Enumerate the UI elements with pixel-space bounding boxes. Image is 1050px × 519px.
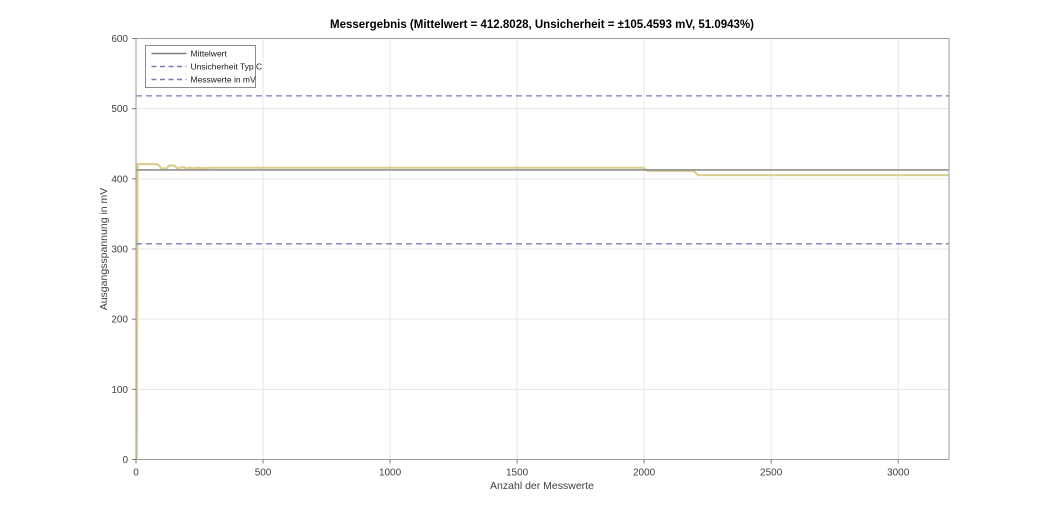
- chart-title: Messergebnis (Mittelwert = 412.8028, Uns…: [330, 19, 754, 31]
- y-tick-label-300: 300: [111, 245, 128, 256]
- legend-label-messwerte-in-mv: Messwerte in mV: [191, 75, 257, 85]
- x-tick-label-500: 500: [255, 468, 272, 479]
- legend: Mittelwert Unsicherheit Typ C Messwerte in…: [145, 45, 263, 88]
- series-line-messwerte-in-mv: [135, 163, 949, 460]
- x-axis-label: Anzahl der Messwerte: [490, 480, 594, 492]
- y-tick-label-400: 400: [111, 174, 128, 185]
- y-tick-label-100: 100: [111, 385, 128, 396]
- x-tick-label-2000: 2000: [633, 468, 656, 479]
- series-layer: [135, 95, 949, 460]
- y-tick-label-200: 200: [111, 315, 128, 326]
- x-tick-label-2500: 2500: [760, 468, 783, 479]
- legend-label-mittelwert: Mittelwert: [191, 49, 228, 59]
- grid-layer: [136, 38, 949, 460]
- tick-label-layer: 0 500 1000 1500 2000 2500 3000 0 100 200 300 400 500…: [111, 34, 909, 479]
- legend-label-unsicherheit-typ-c: Unsicherheit Typ C: [191, 62, 263, 72]
- x-tick-label-3000: 3000: [887, 468, 910, 479]
- x-tick-label-1000: 1000: [379, 468, 402, 479]
- x-tick-label-1500: 1500: [506, 468, 529, 479]
- axes-layer: [132, 38, 950, 464]
- x-tick-label-0: 0: [133, 468, 139, 479]
- y-tick-label-600: 600: [111, 34, 128, 45]
- y-axis-label: Ausgangsspannung in mV: [98, 188, 110, 311]
- y-tick-label-0: 0: [122, 455, 128, 466]
- y-tick-label-500: 500: [111, 104, 128, 115]
